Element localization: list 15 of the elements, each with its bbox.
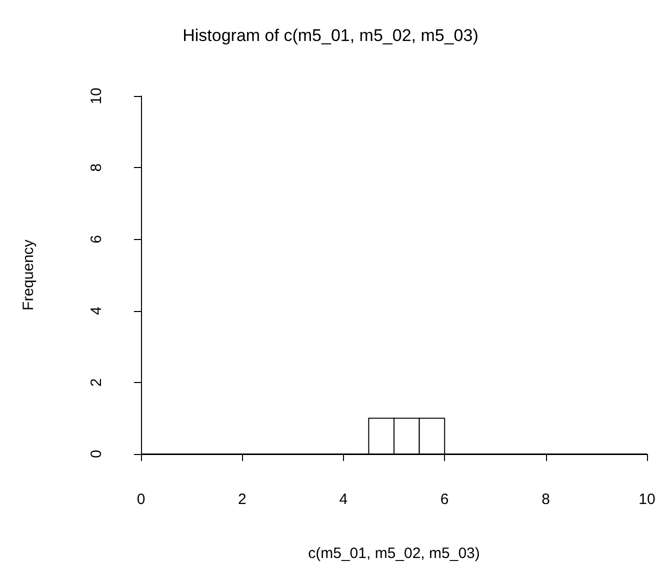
y-tick-label: 8 — [88, 163, 105, 172]
x-tick-label: 8 — [542, 491, 550, 508]
x-tick-label: 4 — [339, 491, 348, 508]
y-tick-label: 4 — [88, 306, 105, 315]
x-tick-label: 10 — [638, 491, 656, 508]
y-axis-title: Frequency — [20, 239, 37, 310]
x-tick-label: 6 — [440, 491, 449, 508]
y-tick-label: 6 — [88, 235, 105, 244]
x-tick-label: 2 — [238, 491, 246, 508]
y-tick-label: 10 — [88, 88, 105, 104]
y-tick-label: 0 — [88, 450, 105, 458]
y-tick-label: 2 — [88, 378, 105, 387]
x-axis-title: c(m5_01, m5_02, m5_03) — [308, 545, 480, 562]
x-tick-label: 0 — [136, 491, 146, 508]
chart-title: Histogram of c(m5_01, m5_02, m5_03) — [182, 26, 478, 45]
